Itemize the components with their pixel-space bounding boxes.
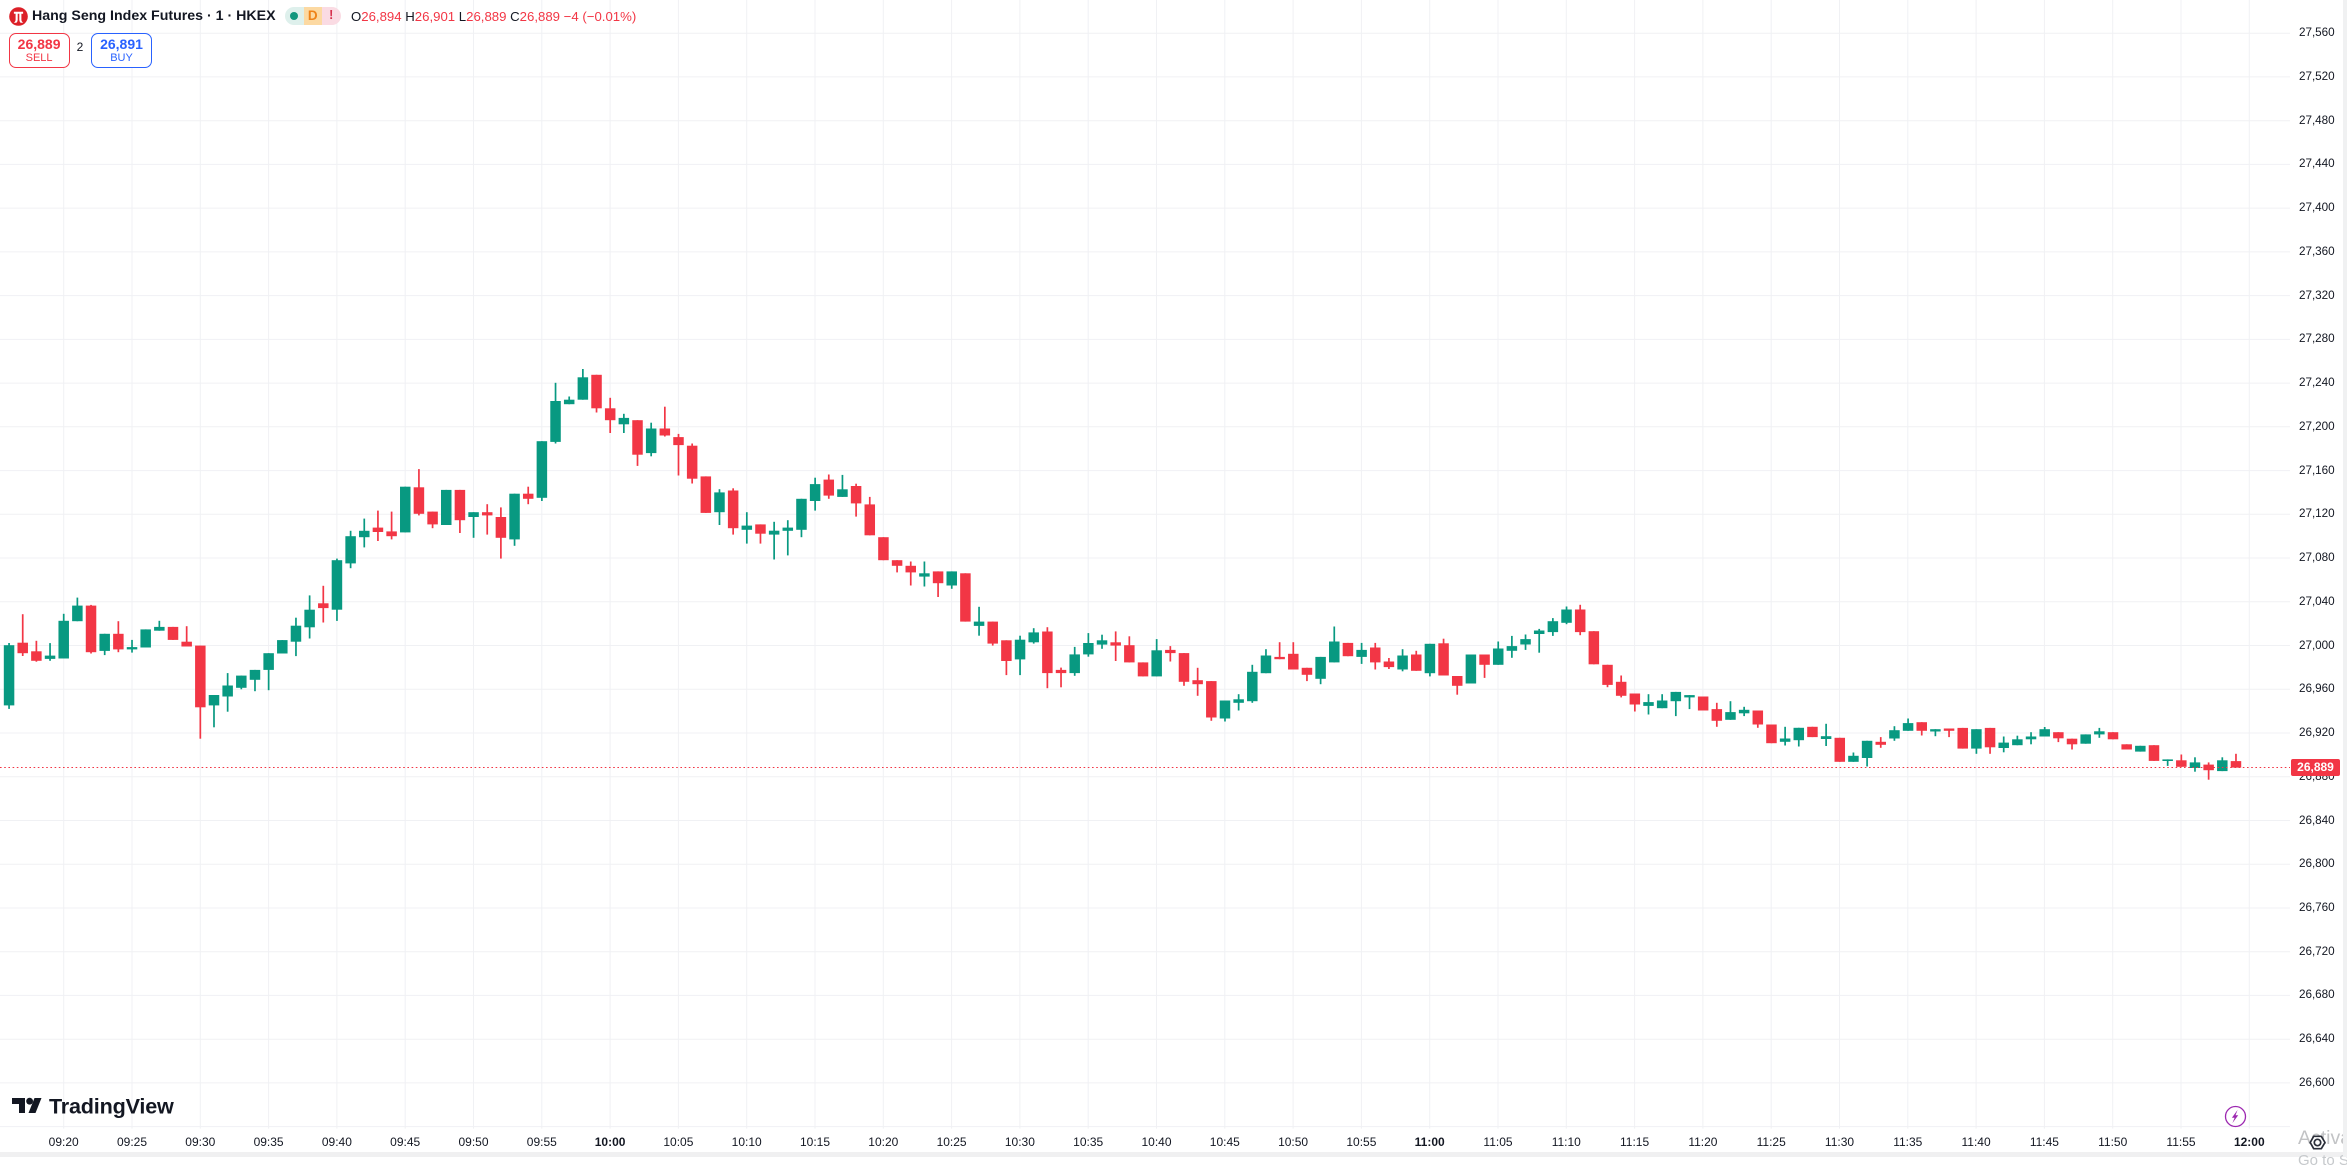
svg-text:TradingView: TradingView xyxy=(49,1096,174,1119)
